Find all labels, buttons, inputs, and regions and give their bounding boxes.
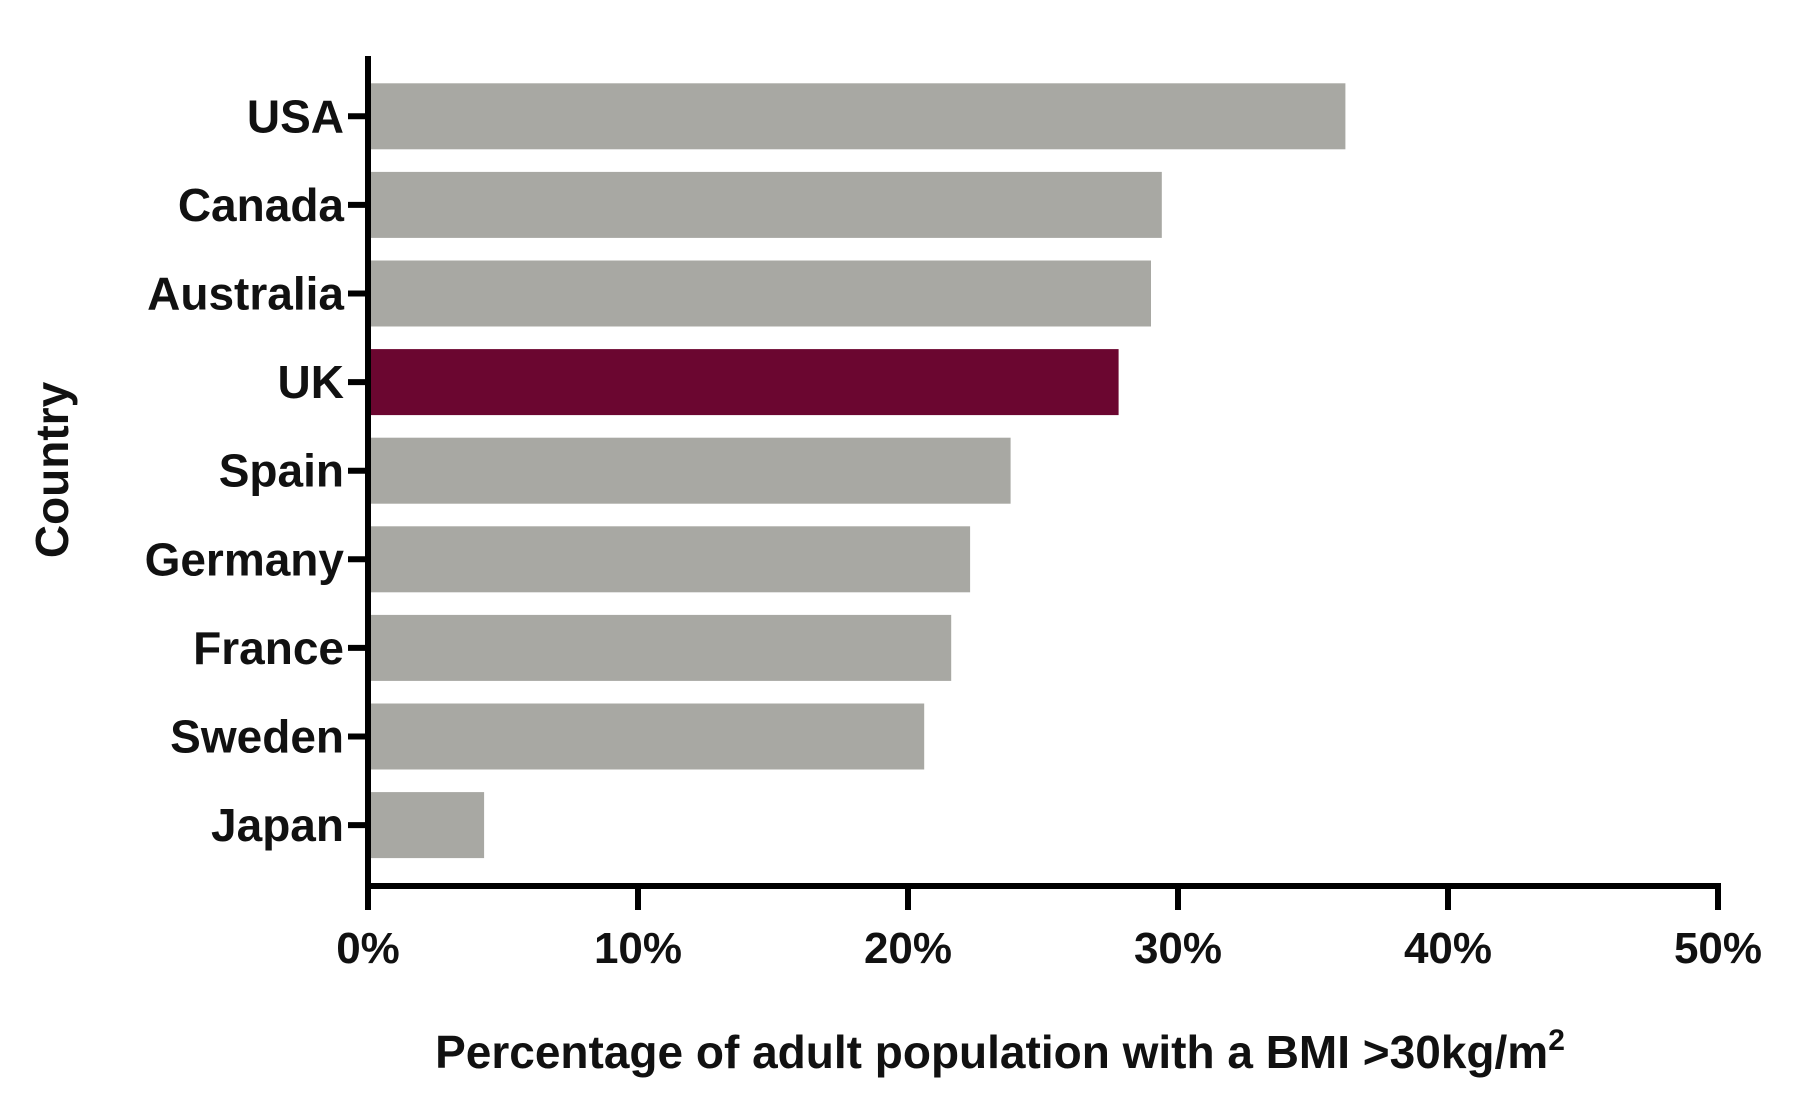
x-tick-label-0: 0% (336, 924, 400, 973)
category-label-sweden: Sweden (170, 711, 344, 763)
bar-france (368, 614, 952, 681)
x-tick-label-50: 50% (1674, 924, 1762, 973)
bar-germany (368, 526, 971, 593)
bar-australia (368, 260, 1151, 327)
x-tick-label-40: 40% (1404, 924, 1492, 973)
bars-group (368, 83, 1346, 859)
category-labels-group: USA Canada Australia UK Spain Germany France Sw… (145, 90, 368, 851)
bar-japan (368, 792, 485, 859)
x-tick-label-20: 20% (864, 924, 952, 973)
bar-canada (368, 171, 1162, 238)
x-tick-label-10: 10% (594, 924, 682, 973)
x-tick-label-30: 30% (1134, 924, 1222, 973)
category-label-germany: Germany (145, 533, 345, 585)
category-label-canada: Canada (178, 179, 345, 231)
y-axis-title: Country (26, 381, 78, 558)
bar-spain (368, 437, 1011, 504)
x-ticks-group: 0% 10% 20% 30% 40% 50% (336, 886, 1762, 973)
category-label-france: France (193, 622, 344, 674)
x-axis-title: Percentage of adult population with a BM… (435, 1024, 1565, 1078)
bar-usa (368, 83, 1346, 150)
bar-uk (368, 349, 1119, 416)
category-label-usa: USA (247, 90, 344, 142)
category-label-uk: UK (278, 356, 344, 408)
x-axis-title-superscript: 2 (1548, 1024, 1565, 1057)
bar-sweden (368, 703, 925, 770)
category-label-spain: Spain (219, 445, 344, 497)
x-axis-title-main: Percentage of adult population with a BM… (435, 1026, 1548, 1078)
category-label-australia: Australia (147, 268, 344, 320)
category-label-japan: Japan (211, 799, 344, 851)
